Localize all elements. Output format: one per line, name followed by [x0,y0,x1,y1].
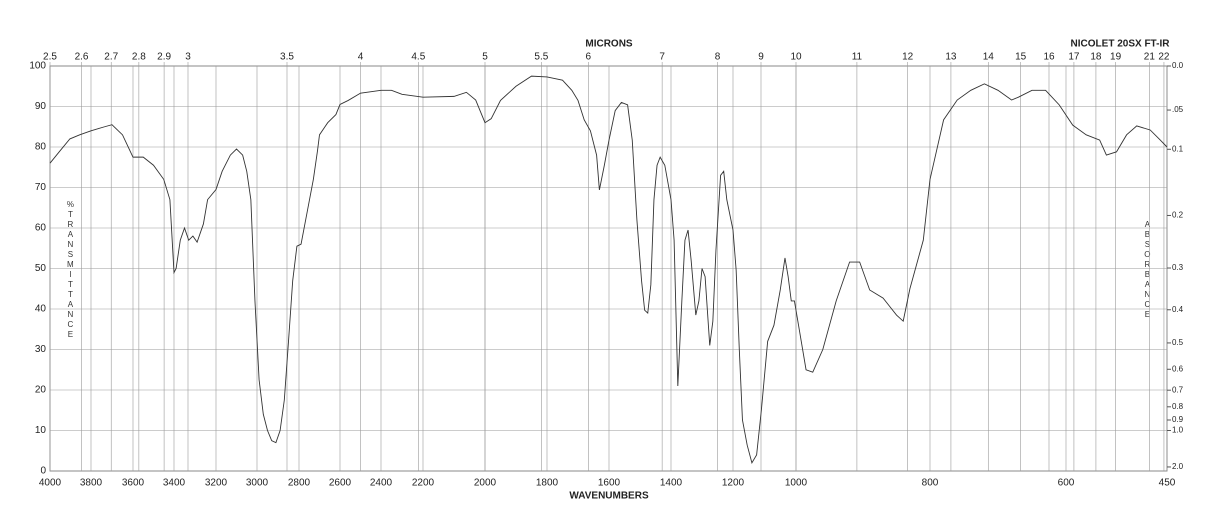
chart-title: NICOLET 20SX FT-IR [1071,39,1171,50]
x2-tick-label: 3.5 [280,52,294,63]
x2-tick-label: 2.7 [104,52,118,63]
y-tick-label: 30 [35,344,47,355]
y-tick-label: 100 [29,61,46,72]
y-tick-label: 50 [35,263,47,274]
x2-tick-label: 16 [1043,52,1055,63]
y2-tick-label: .05 [1172,105,1184,114]
x-tick-label: 1600 [598,478,621,489]
y2-tick-label: 0.8 [1172,402,1184,411]
x2-tick-label: 4.5 [411,52,425,63]
x2-tick-label: 13 [945,52,957,63]
y-tick-label: 40 [35,304,47,315]
spectrum-line [49,75,1168,465]
y-axis-label: %TRANSMITTANCE [66,200,75,340]
y2-tick-label: 0.9 [1172,415,1184,424]
x2-tick-label: 2.8 [132,52,146,63]
x-axis-label: WAVENUMBERS [569,491,649,502]
x2-axis-label: MICRONS [585,39,633,50]
y2-tick-label: 0.7 [1172,385,1184,394]
x2-tick-label: 4 [358,52,364,63]
x-tick-label: 2800 [288,478,311,489]
x2-tick-label: 12 [902,52,914,63]
x-tick-label: 3200 [205,478,228,489]
x-tick-label: 3600 [122,478,145,489]
y2-tick-label: 0.2 [1172,211,1184,220]
x2-tick-label: 19 [1110,52,1122,63]
x2-tick-label: 3 [185,52,191,63]
y-tick-label: 20 [35,385,47,396]
x2-tick-label: 5 [482,52,488,63]
x-tick-label: 2000 [474,478,497,489]
y-tick-label: 70 [35,182,47,193]
y2-tick-label: 2.0 [1172,462,1184,471]
x2-tick-label: 6 [586,52,592,63]
x-tick-label: 2400 [370,478,393,489]
y-tick-label: 0 [40,466,46,477]
x-tick-label: 3800 [80,478,103,489]
y2-tick-label: 0.6 [1172,364,1184,373]
x-tick-label: 2600 [329,478,352,489]
y2-tick-label: 0.1 [1172,144,1184,153]
x2-tick-label: 8 [715,52,721,63]
x2-tick-label: 15 [1015,52,1027,63]
x2-tick-label: 17 [1068,52,1080,63]
x-tick-label: 450 [1159,478,1176,489]
x2-tick-label: 14 [983,52,995,63]
x-tick-label: 1200 [722,478,745,489]
y2-tick-label: 0.0 [1172,61,1184,70]
y-tick-label: 10 [35,425,47,436]
x2-tick-label: 21 [1144,52,1156,63]
x2-tick-label: 18 [1090,52,1102,63]
x-tick-label: 1400 [660,478,683,489]
x-tick-label: 800 [922,478,939,489]
x2-tick-label: 9 [758,52,764,63]
x-tick-label: 600 [1058,478,1075,489]
x2-tick-label: 7 [659,52,665,63]
y-tick-label: 90 [35,101,47,112]
x-tick-label: 4000 [39,478,62,489]
y-tick-label: 60 [35,223,47,234]
x2-tick-label: 2.9 [157,52,171,63]
x-tick-label: 3400 [163,478,186,489]
x2-tick-label: 5.5 [534,52,548,63]
x-tick-label: 1000 [785,478,808,489]
y2-axis-label: ABSORBANCE [1143,220,1152,320]
x-tick-label: 1800 [536,478,559,489]
x-tick-label: 2200 [412,478,435,489]
x2-tick-label: 2.6 [75,52,89,63]
x2-tick-label: 10 [790,52,802,63]
y2-tick-label: 0.4 [1172,305,1184,314]
y2-tick-label: 0.3 [1172,263,1184,272]
x2-tick-label: 11 [852,52,863,63]
x2-tick-label: 2.5 [43,52,57,63]
y2-tick-label: 0.5 [1172,338,1184,347]
y2-tick-label: 1.0 [1172,426,1184,435]
y-tick-label: 80 [35,142,47,153]
x2-tick-label: 22 [1158,52,1170,63]
x-tick-label: 3000 [246,478,269,489]
